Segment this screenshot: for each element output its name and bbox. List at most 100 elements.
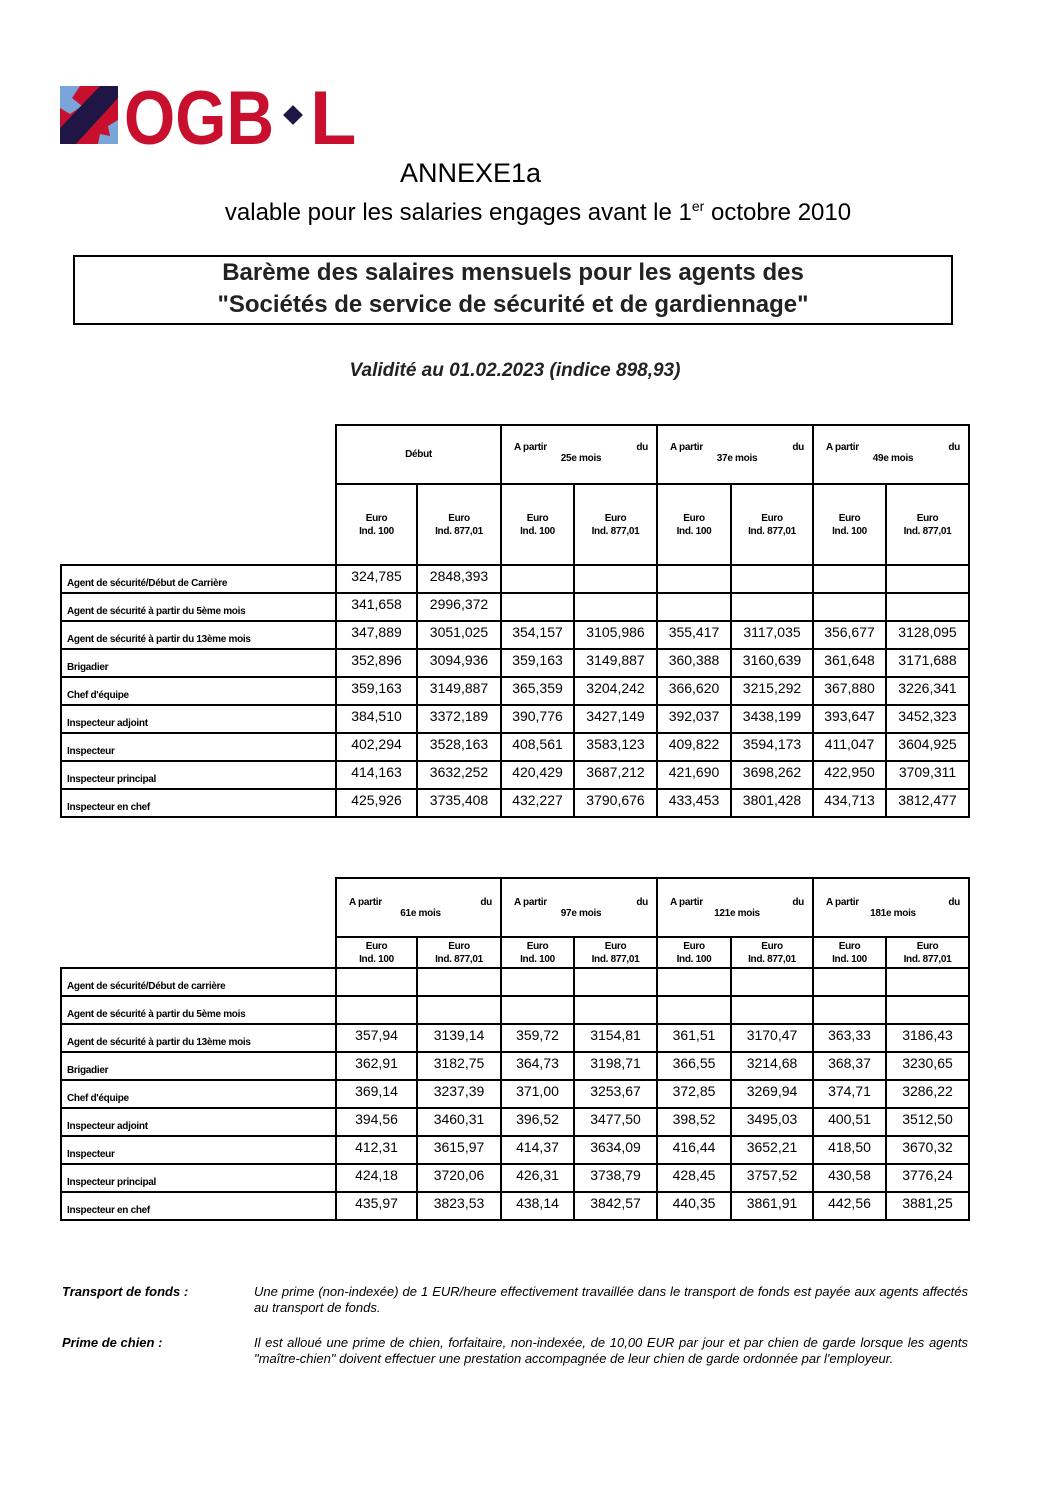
salary-cell: 359,72 <box>500 1023 575 1053</box>
salary-cell <box>812 592 887 622</box>
note-text-transport: Une prime (non-indexée) de 1 EUR/heure e… <box>254 1284 968 1315</box>
validity-date: Validité au 01.02.2023 (indice 898,93) <box>349 360 681 381</box>
salary-cell: 3709,311 <box>885 760 970 790</box>
salary-cell: 3720,06 <box>416 1163 502 1193</box>
row-label: Agent de sécurité/Début de Carrière <box>60 564 337 594</box>
salary-cell: 3632,252 <box>416 760 502 790</box>
salary-cell: 430,58 <box>812 1163 887 1193</box>
salary-cell: 412,31 <box>335 1135 418 1165</box>
salary-cell: 3698,262 <box>730 760 814 790</box>
group-du-label: du <box>948 897 960 908</box>
salary-cell: 3154,81 <box>573 1023 658 1053</box>
salary-cell: 422,950 <box>812 760 887 790</box>
salary-cell <box>812 967 887 997</box>
salary-cell: 3634,09 <box>573 1135 658 1165</box>
salary-cell: 364,73 <box>500 1051 575 1081</box>
unit-index: Ind. 100 <box>359 953 394 965</box>
unit-header: Euro Ind. 877,01 <box>730 936 814 969</box>
unit-index: Ind. 877,01 <box>435 525 483 537</box>
empty-corner <box>61 425 336 565</box>
group-header-top: A partir du <box>514 897 648 908</box>
salary-cell: 371,00 <box>500 1079 575 1109</box>
salary-cell: 440,35 <box>656 1191 732 1221</box>
table-row: Inspecteur en chef 435,97 3823,53 438,14 384… <box>60 1191 970 1221</box>
salary-cell <box>416 967 502 997</box>
salary-table-1: Début A partir du 25e mois A partir du 37e moi… <box>60 424 970 818</box>
unit-header: Euro Ind. 877,01 <box>885 936 970 969</box>
group-du-label: du <box>480 897 492 908</box>
unit-index: Ind. 100 <box>676 953 712 965</box>
unit-index: Ind. 100 <box>359 525 394 537</box>
unit-currency: Euro <box>448 940 470 952</box>
table-row: Brigadier 362,91 3182,75 364,73 3198,71 366,5… <box>60 1051 970 1081</box>
unit-header: Euro Ind. 877,01 <box>573 936 658 969</box>
table-row: Inspecteur principal 414,163 3632,252 420,4… <box>60 760 970 790</box>
group-from-label: A partir <box>826 442 859 453</box>
salary-cell: 425,926 <box>335 788 418 818</box>
unit-currency: Euro <box>604 940 627 952</box>
salary-cell: 426,31 <box>500 1163 575 1193</box>
salary-cell: 3812,477 <box>885 788 970 818</box>
salary-cell: 3735,408 <box>416 788 502 818</box>
salary-cell: 418,50 <box>812 1135 887 1165</box>
salary-cell: 421,690 <box>656 760 732 790</box>
note-label-transport: Transport de fonds : <box>62 1284 189 1299</box>
unit-index: Ind. 100 <box>832 953 867 965</box>
salary-cell: 3171,688 <box>885 648 970 678</box>
validity-scope: valable pour les salaries engages avant … <box>0 198 1058 227</box>
salary-cell: 3215,292 <box>730 676 814 706</box>
unit-index: Ind. 877,01 <box>748 953 796 965</box>
salary-cell: 3427,149 <box>573 704 658 734</box>
group-header-top: A partir du <box>826 442 960 453</box>
salary-cell: 392,037 <box>656 704 732 734</box>
group-month-label: 25e mois <box>560 453 602 464</box>
salary-cell <box>656 995 732 1025</box>
scope-superscript: er <box>691 198 705 214</box>
salary-cell: 3149,887 <box>416 676 502 706</box>
row-label: Chef d'équipe <box>60 676 337 706</box>
table-row: Agent de sécurité à partir du 5ème mois 3… <box>60 592 970 622</box>
salary-cell: 3842,57 <box>573 1191 658 1221</box>
unit-header: Euro Ind. 100 <box>812 483 887 566</box>
salary-cell: 369,14 <box>335 1079 418 1109</box>
unit-currency: Euro <box>365 512 388 524</box>
group-header-top: A partir du <box>826 897 960 908</box>
title-line-1: Barème des salaires mensuels pour les ag… <box>222 259 804 286</box>
salary-cell: 3117,035 <box>730 620 814 650</box>
salary-cell <box>885 995 970 1025</box>
table-row: Agent de sécurité à partir du 13ème mois… <box>60 1023 970 1053</box>
salary-cell: 3801,428 <box>730 788 814 818</box>
salary-cell: 347,889 <box>335 620 418 650</box>
empty-corner <box>61 878 336 968</box>
row-label: Inspecteur en chef <box>60 1191 337 1221</box>
salary-cell: 368,37 <box>812 1051 887 1081</box>
salary-cell: 428,45 <box>656 1163 732 1193</box>
group-from-label: A partir <box>826 897 859 908</box>
unit-index: Ind. 877,01 <box>903 953 952 965</box>
salary-cell: 363,33 <box>812 1023 887 1053</box>
ogbl-logo: OGB L <box>60 84 356 148</box>
salary-cell: 420,429 <box>500 760 575 790</box>
salary-cell <box>573 592 658 622</box>
row-label: Agent de sécurité à partir du 13ème mois <box>60 1023 337 1053</box>
unit-index: Ind. 877,01 <box>591 953 640 965</box>
group-header-top: A partir du <box>670 442 804 453</box>
unit-index: Ind. 100 <box>520 525 555 537</box>
salary-cell: 361,648 <box>812 648 887 678</box>
unit-currency: Euro <box>526 940 549 952</box>
unit-currency: Euro <box>761 940 783 952</box>
group-from-label: A partir <box>670 442 703 453</box>
salary-cell: 365,359 <box>500 676 575 706</box>
salary-cell: 3253,67 <box>573 1079 658 1109</box>
table-row: Agent de sécurité à partir du 5ème mois <box>60 995 970 1025</box>
salary-cell: 3198,71 <box>573 1051 658 1081</box>
salary-cell: 414,37 <box>500 1135 575 1165</box>
salary-cell <box>656 592 732 622</box>
salary-cell: 400,51 <box>812 1107 887 1137</box>
unit-currency: Euro <box>526 512 549 524</box>
salary-cell: 359,163 <box>335 676 418 706</box>
salary-cell: 3372,189 <box>416 704 502 734</box>
salary-cell: 366,55 <box>656 1051 732 1081</box>
salary-cell: 3214,68 <box>730 1051 814 1081</box>
salary-cell: 411,047 <box>812 732 887 762</box>
